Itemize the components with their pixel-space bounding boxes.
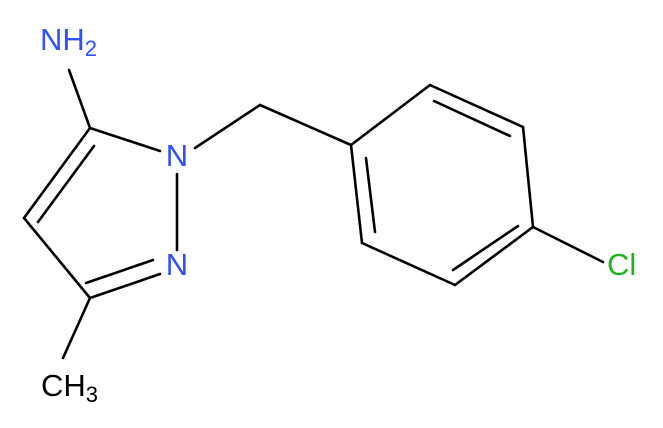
bond (36, 144, 96, 224)
bond (451, 224, 520, 272)
bonds (22, 68, 605, 360)
bond (22, 216, 92, 300)
bond (349, 83, 432, 147)
bond (453, 225, 535, 287)
bond (61, 296, 92, 360)
atom-label: Cl (607, 247, 636, 282)
atom-label: CH3 (41, 368, 98, 407)
bond (531, 225, 605, 264)
bond (349, 143, 364, 245)
atom-symbol: C (41, 368, 63, 403)
atom-label: N (166, 138, 188, 173)
atom-subscript: 3 (86, 382, 98, 407)
atom-hydrogen: H (62, 22, 84, 57)
bond (67, 68, 92, 130)
atom-symbol: N (40, 22, 62, 57)
bond (364, 156, 377, 234)
bond (88, 126, 162, 153)
bond (88, 272, 162, 300)
atom-hydrogen: H (63, 368, 85, 403)
atom-subscript: 2 (85, 36, 97, 61)
bond (360, 241, 457, 287)
bond (428, 83, 525, 129)
atom-label: NH2 (40, 22, 97, 61)
bond (432, 99, 512, 138)
bond (521, 125, 535, 229)
bond (193, 103, 262, 150)
bond (258, 103, 353, 147)
bond (22, 126, 92, 220)
atom-label: N (166, 247, 188, 282)
bond (84, 258, 155, 285)
